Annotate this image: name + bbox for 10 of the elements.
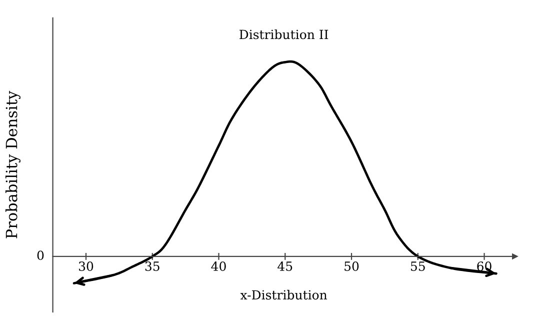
text: 0 (37, 250, 44, 260)
x-tick-label: 50 (344, 262, 359, 271)
x-tick-label: 30 (78, 262, 94, 271)
x-axis-title: x-Distribution (240, 290, 328, 300)
x-tick-label: 40 (211, 262, 226, 271)
x-tick-label: 55 (410, 262, 425, 271)
chart-title: Distribution II (240, 30, 328, 40)
y-axis-title: Probability Density (5, 90, 20, 238)
x-tick-label: 35 (145, 262, 160, 271)
x-tick-label: 45 (278, 262, 292, 271)
